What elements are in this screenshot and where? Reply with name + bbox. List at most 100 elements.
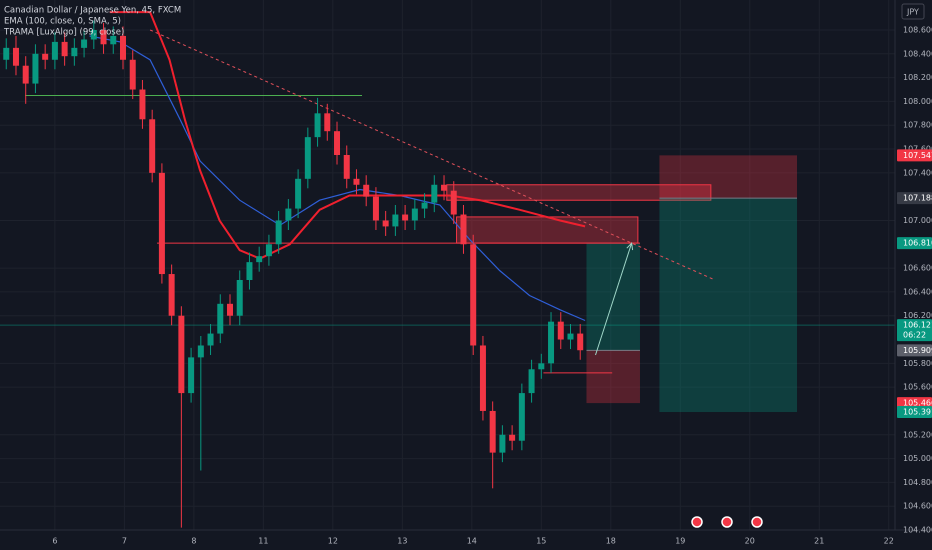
price-label-text: 105.909: [903, 346, 932, 355]
y-tick-label: 107.600: [903, 145, 932, 154]
candle-body: [450, 190, 457, 215]
event-icon[interactable]: [721, 516, 733, 528]
candle-body: [528, 369, 535, 394]
price-label-text: 105.466: [903, 399, 932, 408]
candle-body: [32, 53, 39, 84]
price-label: [897, 319, 932, 342]
drawings: [0, 11, 895, 413]
candle-body: [509, 434, 516, 441]
candle-body: [295, 178, 302, 209]
x-tick-label: 12: [328, 537, 338, 546]
y-tick-label: 108.600: [903, 26, 932, 35]
candle-body: [499, 434, 506, 453]
candle-body: [81, 39, 88, 48]
trendline: [149, 29, 716, 281]
candle-body: [460, 214, 467, 245]
price-label: [897, 149, 932, 162]
currency-button[interactable]: [901, 3, 925, 20]
x-tick-label: 11: [258, 537, 268, 546]
y-tick-label: 105.800: [903, 359, 932, 368]
candle-body: [188, 357, 195, 394]
y-tick-label: 105.600: [903, 383, 932, 392]
candle-body: [548, 321, 555, 364]
x-tick-label: 7: [122, 537, 127, 546]
candle-body: [577, 333, 584, 351]
candle-body: [217, 303, 224, 334]
loss-zone: [586, 350, 640, 404]
candle-body: [567, 333, 574, 340]
candle-body: [197, 345, 204, 358]
candle-body: [334, 131, 341, 155]
event-icon[interactable]: [751, 516, 763, 528]
candle-body: [256, 256, 263, 263]
y-tick-label: 108.200: [903, 73, 932, 82]
price-label: [897, 192, 932, 205]
candle-body: [353, 178, 360, 185]
candle-body: [227, 303, 234, 316]
y-tick-label: 106.200: [903, 311, 932, 320]
price-label-text: 105.391: [903, 408, 932, 417]
candle-body: [402, 214, 409, 221]
candle-body: [168, 274, 175, 316]
grid: [0, 0, 895, 531]
x-tick-label: 14: [467, 537, 477, 546]
candle-body: [129, 59, 136, 90]
price-label-text: 106.810: [903, 239, 932, 248]
x-tick-label: 18: [606, 537, 616, 546]
x-tick-label: 22: [884, 537, 894, 546]
price-label-text: 107.547: [903, 151, 932, 160]
candle-body: [421, 202, 428, 209]
y-tick-label: 107.000: [903, 216, 932, 225]
candle-body: [51, 41, 58, 60]
price-label: [897, 237, 932, 250]
loss-zone: [659, 155, 798, 199]
candle-body: [3, 47, 10, 60]
arrow: [595, 242, 633, 356]
indicator-line: [89, 35, 586, 322]
x-tick-label: 19: [675, 537, 685, 546]
candle-body: [557, 321, 564, 340]
y-tick-label: 106.600: [903, 264, 932, 273]
y-tick-label: 105.200: [903, 430, 932, 439]
candle-body: [304, 137, 311, 179]
candle-body: [275, 220, 282, 245]
candle-body: [470, 244, 477, 346]
y-tick-label: 105.000: [903, 454, 932, 463]
candle-body: [207, 333, 214, 346]
x-tick-label: 15: [536, 537, 546, 546]
y-tick-label: 107.400: [903, 168, 932, 177]
y-tick-label: 107.800: [903, 121, 932, 130]
candle-body: [12, 47, 19, 66]
candles: [3, 20, 584, 528]
indicator-line: [109, 11, 586, 260]
profit-zone: [659, 198, 798, 413]
candle-body: [42, 53, 49, 60]
candle-body: [236, 280, 243, 316]
price-label-text: 107.188: [903, 194, 932, 203]
candle-body: [149, 119, 156, 173]
candle-body: [139, 89, 146, 120]
y-tick-label: 104.600: [903, 502, 932, 511]
supply-zone: [456, 216, 639, 244]
y-tick-label: 108.400: [903, 49, 932, 58]
candle-body: [314, 113, 321, 138]
event-icons: [691, 516, 763, 528]
price-label-text: 106.121: [903, 321, 932, 330]
y-tick-label: 104.400: [903, 526, 932, 535]
countdown: 06:22: [903, 331, 926, 340]
candle-body: [411, 208, 418, 221]
price-label: [897, 406, 932, 419]
candle-body: [71, 47, 78, 57]
event-icon[interactable]: [691, 516, 703, 528]
candle-body: [489, 410, 496, 453]
y-tick-label: 104.800: [903, 478, 932, 487]
x-tick-label: 13: [397, 537, 407, 546]
y-tick-label: 106.400: [903, 287, 932, 296]
candle-body: [392, 214, 399, 227]
candle-body: [382, 220, 389, 227]
currency: JPY: [906, 8, 919, 17]
candle-body: [363, 184, 370, 197]
x-tick-label: 20: [745, 537, 755, 546]
